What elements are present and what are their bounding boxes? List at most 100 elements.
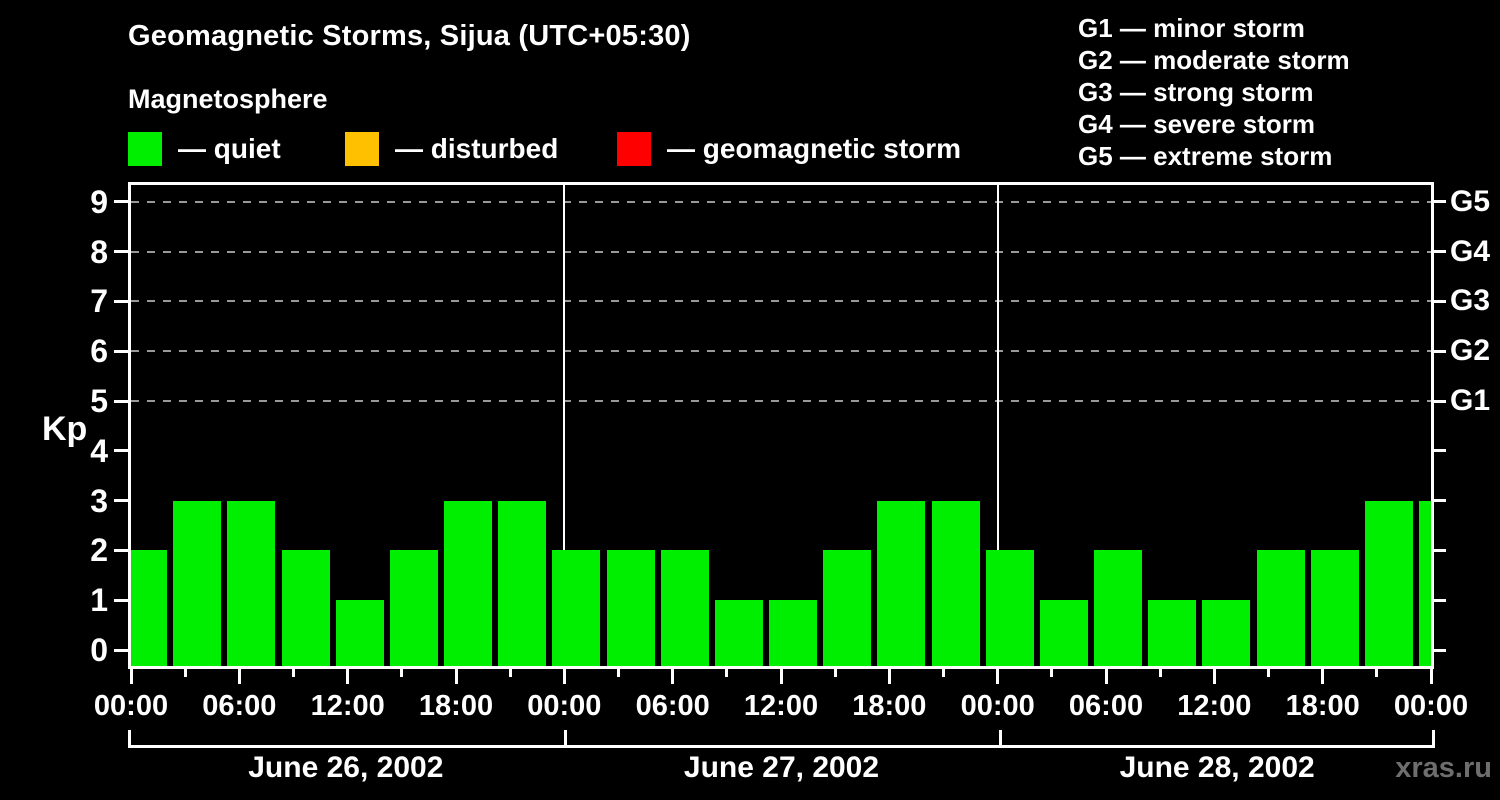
grid-line-kp9: [131, 200, 1431, 203]
y-tick: [114, 399, 131, 403]
day-bracket-tick: [563, 730, 567, 748]
x-tick-label: 06:00: [1068, 690, 1144, 722]
right-y-tick: [1434, 250, 1446, 254]
disturbed-color-swatch: [345, 132, 379, 166]
x-tick: [129, 669, 133, 684]
legend-item-disturbed: — disturbed: [345, 131, 558, 167]
x-tick-label: 18:00: [852, 690, 927, 722]
kp-axis-label: Kp: [42, 410, 88, 448]
x-tick: [1212, 669, 1216, 684]
x-tick: [237, 669, 241, 684]
right-y-tick: [1434, 200, 1446, 204]
kp-bar: [1310, 550, 1359, 666]
x-tick: [671, 669, 675, 684]
day-date-label: June 28, 2002: [1119, 751, 1315, 784]
y-tick: [114, 598, 131, 602]
x-tick: [833, 669, 837, 677]
g-scale-legend: G1 — minor storm G2 — moderate storm G3 — …: [1078, 12, 1350, 172]
grid-line-kp6: [131, 350, 1431, 353]
x-tick-label: 06:00: [635, 690, 710, 722]
kp-bar: [877, 500, 926, 666]
kp-bar: [931, 500, 980, 666]
g-legend-item: G2 — moderate storm: [1078, 45, 1350, 75]
y-tick: [114, 648, 131, 652]
kp-bar: [769, 600, 817, 666]
right-y-tick: [1434, 399, 1446, 403]
kp-bar: [1256, 550, 1305, 666]
y-tick: [114, 349, 131, 353]
kp-bar: [1202, 600, 1251, 666]
y-tick-label: 8: [90, 233, 108, 270]
y-tick-label: 4: [90, 432, 108, 469]
g-legend-item: G4 — severe storm: [1078, 109, 1316, 139]
y-tick: [114, 200, 131, 204]
kp-bar: [1094, 550, 1142, 666]
kp-bar: [714, 600, 763, 666]
x-tick: [779, 669, 783, 684]
magnetosphere-subtitle: Magnetosphere: [128, 84, 328, 114]
x-tick: [508, 669, 512, 677]
right-y-tick: [1434, 299, 1446, 303]
right-y-tick: [1434, 648, 1446, 652]
y-tick-label: 3: [90, 482, 108, 519]
x-tick: [1158, 669, 1162, 677]
g-legend-item: G5 — extreme storm: [1078, 141, 1333, 171]
kp-bar: [1039, 600, 1088, 666]
x-tick: [996, 669, 1000, 684]
x-tick: [1375, 669, 1379, 677]
x-tick-label: 06:00: [202, 690, 277, 722]
storm-color-swatch: [617, 132, 651, 166]
x-tick: [292, 669, 295, 677]
x-tick: [725, 669, 729, 677]
y-tick: [114, 548, 131, 552]
x-tick: [1321, 669, 1325, 684]
x-tick: [346, 669, 350, 684]
x-tick-label: 18:00: [1285, 690, 1360, 722]
x-tick-label: 00:00: [960, 690, 1035, 722]
kp-bar: [281, 550, 330, 666]
kp-bar: [1419, 500, 1431, 666]
g-level-label-g3: G3: [1450, 284, 1491, 318]
x-tick: [1050, 669, 1054, 677]
page-title: Geomagnetic Storms, Sijua (UTC+05:30): [128, 20, 691, 52]
legend-item-quiet: — quiet: [128, 131, 281, 167]
day-date-label: June 26, 2002: [248, 751, 444, 784]
kp-bar: [552, 550, 601, 666]
g-legend-item: G3 — strong storm: [1078, 77, 1314, 107]
legend-item-label: — disturbed: [395, 133, 559, 164]
legend-item-label: — quiet: [178, 133, 281, 164]
day-separator-line: [563, 185, 566, 666]
day-bracket-line: [128, 745, 1435, 748]
day-bracket-tick: [128, 730, 131, 748]
g-level-label-g4: G4: [1450, 234, 1491, 268]
right-y-tick: [1434, 499, 1446, 503]
y-tick: [114, 499, 131, 503]
x-tick-label: 00:00: [1393, 690, 1469, 722]
x-tick: [617, 669, 620, 677]
y-tick: [114, 299, 131, 303]
right-y-tick: [1434, 548, 1446, 552]
grid-line-kp5: [131, 400, 1431, 402]
day-bracket-tick: [1432, 730, 1435, 748]
kp-bar: [606, 550, 655, 666]
y-tick-label: 7: [90, 283, 108, 320]
x-tick: [887, 669, 891, 684]
x-tick: [454, 669, 458, 684]
y-tick: [114, 250, 131, 254]
x-tick-label: 12:00: [1177, 690, 1252, 722]
grid-line-kp8: [131, 250, 1431, 253]
x-tick: [562, 669, 566, 684]
kp-bar: [173, 500, 222, 666]
kp-bar: [389, 550, 438, 666]
right-y-tick: [1434, 449, 1446, 453]
x-tick-label: 00:00: [93, 690, 169, 722]
legend-item-storm: — geomagnetic storm: [617, 131, 961, 167]
x-tick: [183, 669, 187, 677]
right-y-tick: [1434, 598, 1446, 602]
y-tick-label: 5: [90, 383, 108, 419]
day-date-label: June 27, 2002: [683, 751, 880, 784]
day-separator-line: [996, 185, 999, 666]
y-tick-label: 6: [90, 333, 108, 370]
kp-bar: [131, 550, 167, 666]
